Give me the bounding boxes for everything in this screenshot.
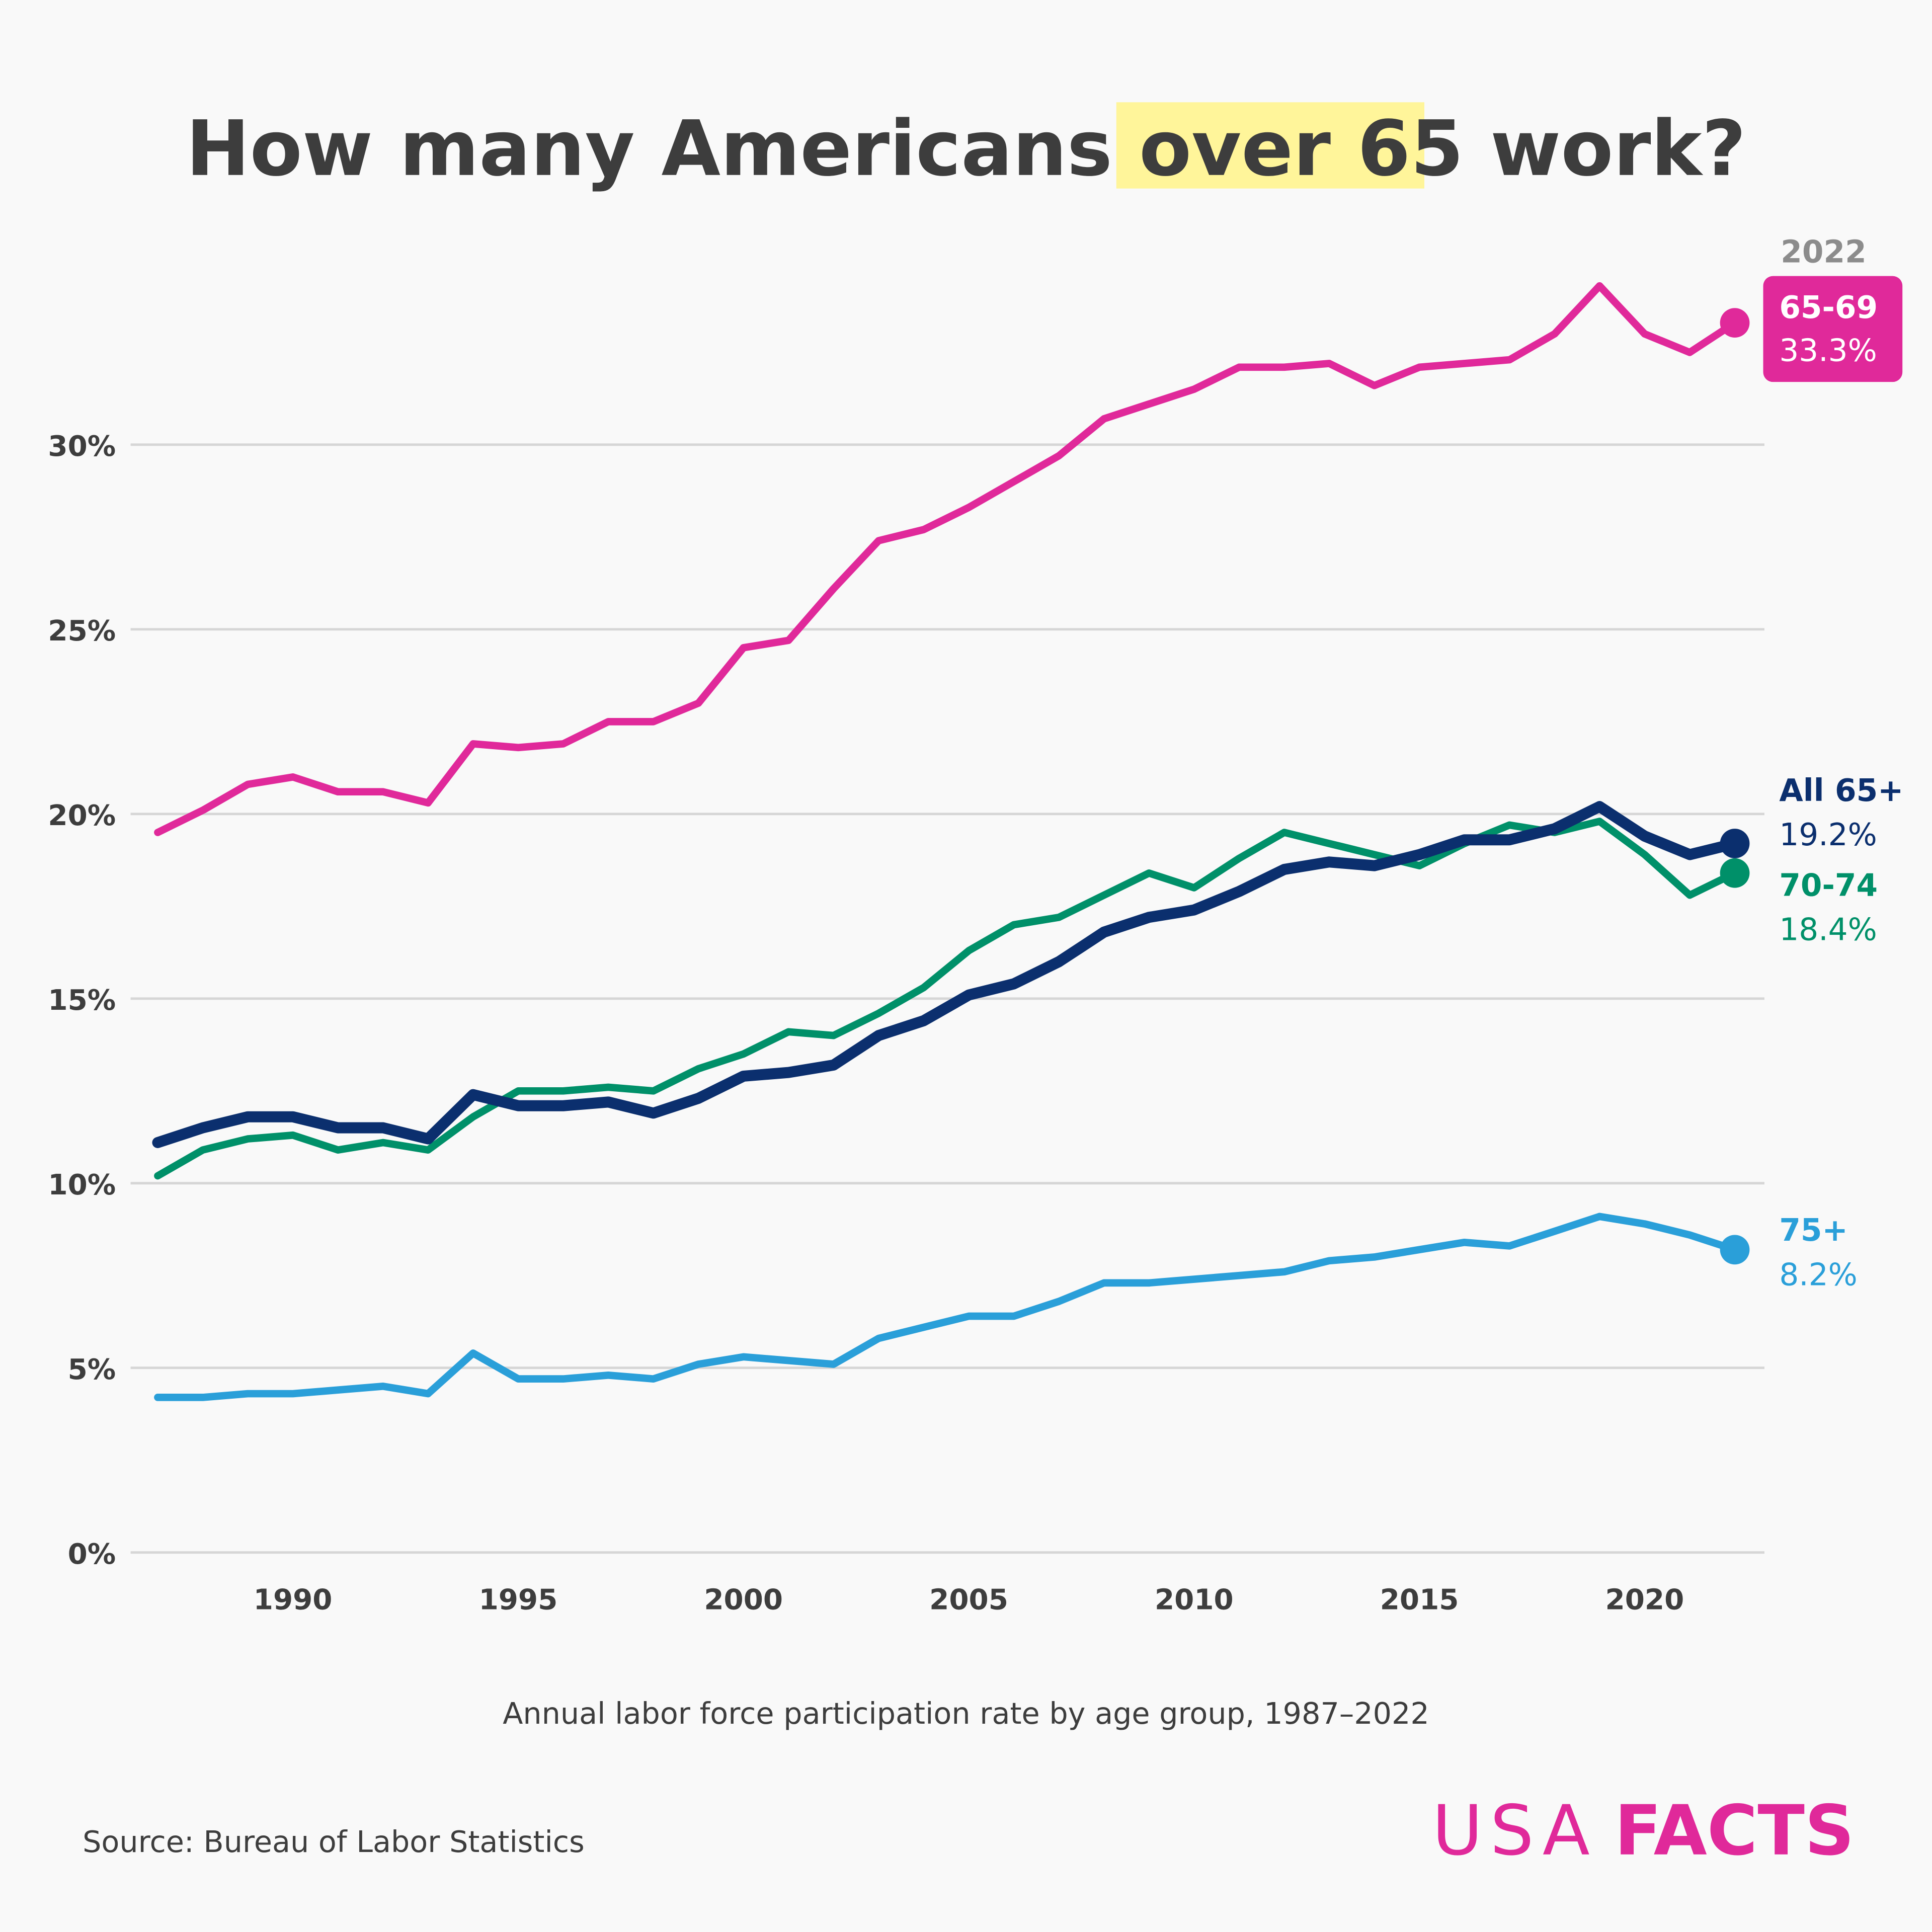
x-tick-label: 1995 — [479, 1583, 558, 1616]
series-label-70-74: 70-74 — [1779, 867, 1878, 903]
x-tick-label: 2015 — [1380, 1583, 1459, 1616]
y-tick-label: 20% — [48, 799, 116, 832]
end-value-all-65: 19.2% — [1779, 817, 1877, 853]
x-axis-ticks: 1990 1995 2000 2005 2010 2015 2020 — [254, 1583, 1684, 1616]
end-value-75: 8.2% — [1779, 1257, 1858, 1293]
source-note: Source: Bureau of Labor Statistics — [83, 1824, 585, 1859]
end-point-65-69 — [1720, 308, 1750, 338]
title-part: work? — [1464, 104, 1746, 193]
end-value-70-74: 18.4% — [1779, 912, 1877, 948]
y-tick-label: 15% — [48, 984, 116, 1017]
x-tick-label: 1990 — [254, 1583, 333, 1616]
logo-usa: USA — [1432, 1791, 1597, 1871]
x-tick-label: 2020 — [1605, 1583, 1684, 1616]
x-tick-label: 2000 — [704, 1583, 783, 1616]
logo-facts: FACTS — [1615, 1791, 1855, 1871]
x-tick-label: 2010 — [1155, 1583, 1234, 1616]
x-tick-label: 2005 — [929, 1583, 1008, 1616]
series-label-75: 75+ — [1779, 1213, 1848, 1248]
gridlines — [130, 443, 1764, 1554]
end-value-65-69: 33.3% — [1779, 333, 1877, 369]
usafacts-logo: USA FACTS — [1432, 1791, 1855, 1871]
end-point-70-74 — [1720, 858, 1750, 888]
end-point-75- — [1720, 1235, 1750, 1265]
title-highlight-text: over 65 — [1139, 104, 1464, 193]
series-line-65-69 — [154, 282, 1739, 836]
series-lines — [152, 282, 1750, 1401]
y-tick-label: 30% — [48, 430, 116, 463]
chart-subtitle: Annual labor force participation rate by… — [503, 1696, 1429, 1731]
title-highlight — [1116, 102, 1425, 189]
y-axis-ticks: 0% 5% 10% 15% 20% 25% 30% — [48, 430, 116, 1571]
series-line-75- — [154, 1213, 1739, 1401]
series-label-65-69: 65-69 — [1779, 290, 1878, 326]
title-part: How many Americans — [186, 104, 1139, 193]
series-label-all-65: All 65+ — [1779, 773, 1903, 809]
end-point-all-65- — [1720, 829, 1750, 858]
series-line-all-65- — [152, 801, 1741, 1148]
y-tick-label: 5% — [68, 1353, 116, 1386]
end-year-label: 2022 — [1781, 234, 1866, 270]
y-tick-label: 25% — [48, 615, 116, 648]
chart-title: How many Americans over 65 work? — [186, 104, 1746, 193]
label-box-65-69 — [1763, 276, 1903, 382]
y-tick-label: 0% — [68, 1538, 116, 1571]
y-tick-label: 10% — [48, 1169, 116, 1201]
